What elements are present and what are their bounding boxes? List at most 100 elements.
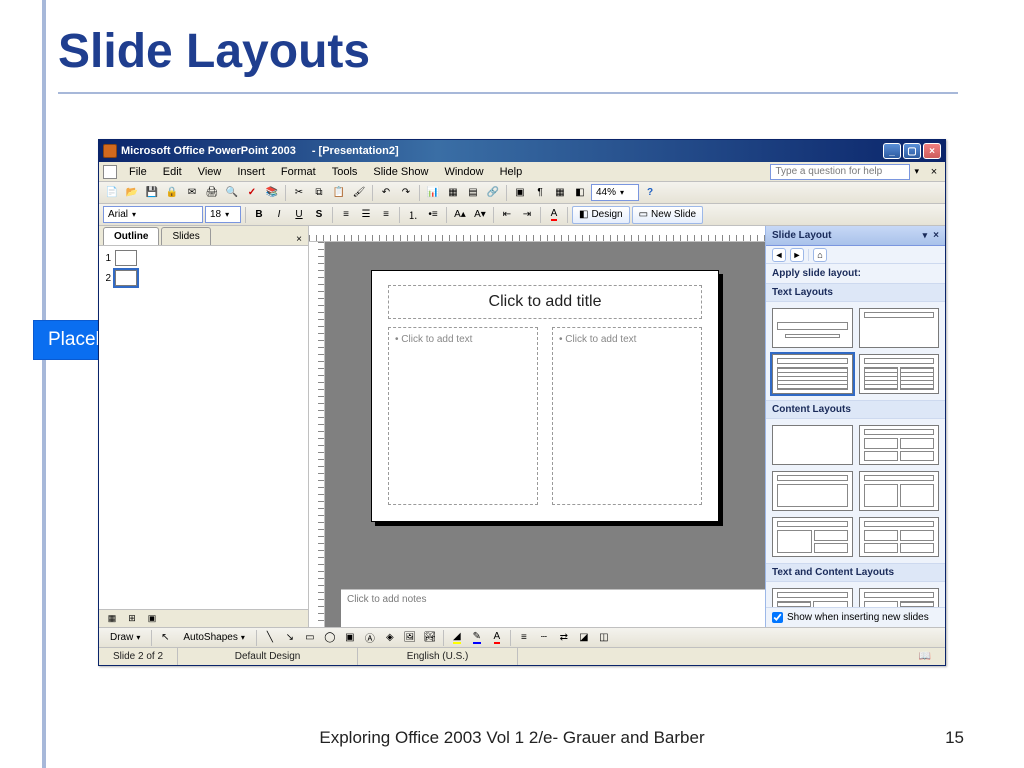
design-button[interactable]: ◧Design [572, 206, 630, 224]
chart-button[interactable]: 📊 [424, 184, 442, 202]
expand-all-button[interactable]: ▣ [511, 184, 529, 202]
taskpane-close-button[interactable]: × [933, 230, 939, 241]
menu-help[interactable]: Help [492, 164, 531, 180]
italic-button[interactable]: I [270, 206, 288, 224]
permission-button[interactable]: 🔒 [163, 184, 181, 202]
clipart-button[interactable]: 🖼 [401, 629, 419, 647]
diagram-button[interactable]: ◈ [381, 629, 399, 647]
layout-title-4content[interactable] [859, 517, 940, 557]
maximize-button[interactable]: ▢ [903, 143, 921, 159]
menu-window[interactable]: Window [436, 164, 491, 180]
copy-button[interactable]: ⧉ [310, 184, 328, 202]
help-button[interactable]: ? [641, 184, 659, 202]
underline-button[interactable]: U [290, 206, 308, 224]
align-right-button[interactable]: ≡ [377, 206, 395, 224]
font-size-combo[interactable]: 18▾ [205, 206, 241, 223]
close-document-button[interactable]: × [927, 165, 941, 179]
status-spellcheck-icon[interactable]: 📖 [905, 648, 945, 665]
layout-title-2content[interactable] [859, 471, 940, 511]
font-color-button-draw[interactable]: A [488, 629, 506, 647]
layout-title-slide[interactable] [772, 308, 853, 348]
layout-text-content[interactable] [772, 588, 853, 607]
menu-format[interactable]: Format [273, 164, 324, 180]
layout-title-3content[interactable] [772, 517, 853, 557]
tab-outline[interactable]: Outline [103, 227, 159, 245]
paste-button[interactable]: 📋 [330, 184, 348, 202]
show-grid-button[interactable]: ▦ [551, 184, 569, 202]
help-search-box[interactable]: Type a question for help [770, 164, 910, 180]
email-button[interactable]: ✉ [183, 184, 201, 202]
decrease-font-button[interactable]: A▾ [471, 206, 489, 224]
window-titlebar[interactable]: Microsoft Office PowerPoint 2003 - [Pres… [99, 140, 945, 162]
menu-tools[interactable]: Tools [324, 164, 366, 180]
shadow-style-button[interactable]: ◪ [575, 629, 593, 647]
minimize-button[interactable]: _ [883, 143, 901, 159]
wordart-button[interactable]: Ⓐ [361, 629, 379, 647]
layout-gallery-scroll[interactable]: Text Layouts Content Layouts Text and [766, 283, 945, 607]
layout-title-2col-text[interactable] [859, 354, 940, 394]
new-button[interactable]: 📄 [103, 184, 121, 202]
hyperlink-button[interactable]: 🔗 [484, 184, 502, 202]
normal-view-button[interactable]: ▦ [103, 610, 121, 628]
layout-title-text[interactable] [772, 354, 853, 394]
notes-pane[interactable]: Click to add notes [341, 589, 765, 627]
help-dropdown-icon[interactable]: ▾ [914, 166, 919, 177]
bold-button[interactable]: B [250, 206, 268, 224]
taskpane-forward-button[interactable]: ► [790, 248, 804, 262]
zoom-combo[interactable]: 44%▾ [591, 184, 639, 201]
slideshow-view-button[interactable]: ▣ [143, 610, 161, 628]
taskpane-header[interactable]: Slide Layout ▾ × [766, 226, 945, 246]
rectangle-button[interactable]: ▭ [301, 629, 319, 647]
line-button[interactable]: ╲ [261, 629, 279, 647]
picture-button[interactable]: 🏞 [421, 629, 439, 647]
print-button[interactable]: 🖨 [203, 184, 221, 202]
menu-view[interactable]: View [190, 164, 230, 180]
layout-blank[interactable] [772, 425, 853, 465]
close-button[interactable]: × [923, 143, 941, 159]
color-grayscale-button[interactable]: ◧ [571, 184, 589, 202]
taskpane-dropdown-icon[interactable]: ▾ [923, 230, 928, 241]
slide-workspace[interactable]: Click to add title Click to add text Cli… [325, 242, 765, 589]
shadow-button[interactable]: S [310, 206, 328, 224]
menu-file[interactable]: File [121, 164, 155, 180]
title-placeholder[interactable]: Click to add title [388, 285, 702, 319]
layout-title-only[interactable] [859, 308, 940, 348]
taskpane-back-button[interactable]: ◄ [772, 248, 786, 262]
open-button[interactable]: 📂 [123, 184, 141, 202]
font-combo[interactable]: Arial▾ [103, 206, 203, 223]
draw-menu[interactable]: Draw▾ [103, 629, 147, 647]
undo-button[interactable]: ↶ [377, 184, 395, 202]
cut-button[interactable]: ✂ [290, 184, 308, 202]
dash-style-button[interactable]: ┄ [535, 629, 553, 647]
research-button[interactable]: 📚 [263, 184, 281, 202]
format-painter-button[interactable]: 🖌 [350, 184, 368, 202]
layout-content[interactable] [859, 425, 940, 465]
numbering-button[interactable]: ⒈ [404, 206, 422, 224]
spelling-button[interactable]: ✓ [243, 184, 261, 202]
arrow-style-button[interactable]: ⇄ [555, 629, 573, 647]
textbox-button[interactable]: ▣ [341, 629, 359, 647]
slide-canvas[interactable]: Click to add title Click to add text Cli… [371, 270, 719, 522]
menu-edit[interactable]: Edit [155, 164, 190, 180]
align-left-button[interactable]: ≡ [337, 206, 355, 224]
align-center-button[interactable]: ☰ [357, 206, 375, 224]
layout-title-content[interactable] [772, 471, 853, 511]
show-when-inserting-checkbox[interactable] [772, 612, 783, 623]
outline-item[interactable]: 1 [103, 250, 304, 266]
text-placeholder-left[interactable]: Click to add text [388, 327, 538, 505]
table-button[interactable]: ▦ [444, 184, 462, 202]
outline-close-button[interactable]: × [296, 234, 302, 245]
increase-font-button[interactable]: A▴ [451, 206, 469, 224]
text-placeholder-right[interactable]: Click to add text [552, 327, 702, 505]
fill-color-button[interactable]: ◢ [448, 629, 466, 647]
select-objects-button[interactable]: ↖ [156, 629, 174, 647]
layout-content-text[interactable] [859, 588, 940, 607]
sorter-view-button[interactable]: ⊞ [123, 610, 141, 628]
taskpane-home-button[interactable]: ⌂ [813, 248, 827, 262]
bullets-button[interactable]: •≡ [424, 206, 442, 224]
tables-borders-button[interactable]: ▤ [464, 184, 482, 202]
line-style-button[interactable]: ≡ [515, 629, 533, 647]
increase-indent-button[interactable]: ⇥ [518, 206, 536, 224]
redo-button[interactable]: ↷ [397, 184, 415, 202]
show-formatting-button[interactable]: ¶ [531, 184, 549, 202]
